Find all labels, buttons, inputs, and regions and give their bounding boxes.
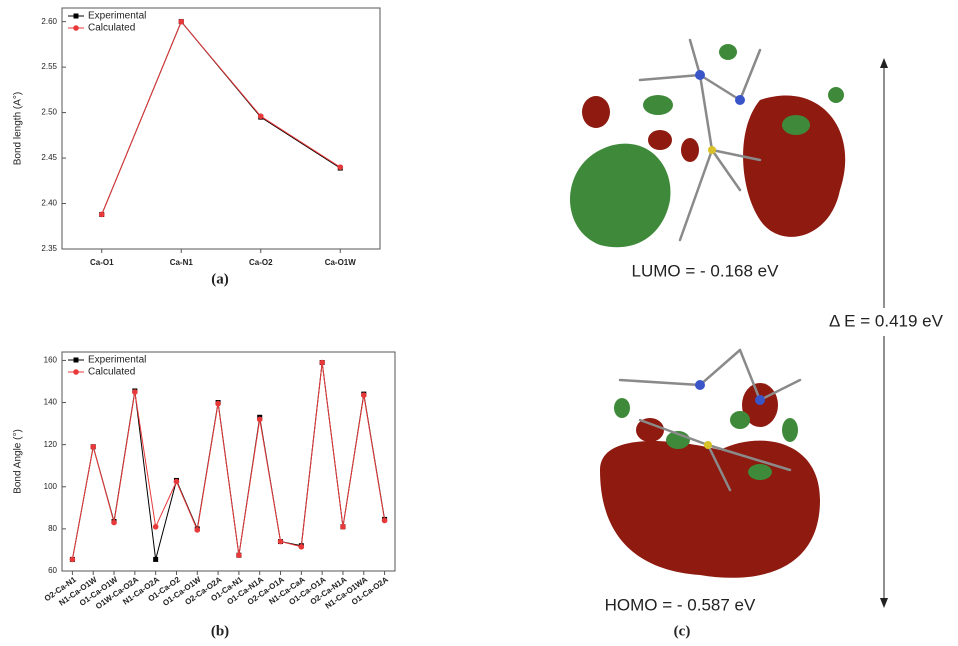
data-point — [194, 527, 201, 533]
series-line — [101, 20, 341, 215]
data-point — [337, 164, 344, 170]
homo-orbital — [600, 348, 820, 578]
y-tick-label: 160 — [44, 356, 58, 365]
y-tick-label: 140 — [44, 398, 58, 407]
legend-label: Calculated — [88, 367, 135, 378]
legend-label: Experimental — [88, 11, 146, 22]
data-point — [98, 211, 105, 218]
x-tick-label: Ca-O2 — [249, 258, 273, 267]
lumo-label: LUMO = - 0.168 eV — [632, 261, 780, 280]
y-tick-label: 80 — [48, 524, 57, 533]
data-point — [319, 359, 325, 366]
plot-frame — [61, 7, 381, 250]
y-tick-label: 60 — [48, 566, 57, 575]
y-tick-label: 100 — [44, 482, 58, 491]
data-point — [111, 519, 117, 526]
lumo-orbital — [570, 38, 846, 248]
x-tick-label: Ca-O1 — [90, 258, 114, 267]
data-point — [236, 552, 242, 559]
homo-label: HOMO = - 0.587 eV — [605, 595, 756, 614]
y-tick-label: 2.45 — [41, 153, 57, 162]
data-point — [360, 392, 367, 398]
y-tick-label: 2.35 — [41, 244, 57, 253]
data-point — [381, 517, 388, 524]
data-point — [173, 478, 180, 485]
y-tick-label: 2.40 — [41, 199, 57, 208]
gap-label-bg — [815, 308, 957, 336]
y-tick-label: 2.60 — [41, 17, 57, 26]
y-axis-label: Bond Angle (°) — [13, 429, 24, 494]
series-line — [71, 362, 386, 560]
series-line — [101, 20, 341, 215]
legend-label: Experimental — [88, 355, 146, 366]
panel-label: (a) — [211, 271, 229, 287]
data-point — [90, 443, 97, 450]
data-point — [340, 523, 346, 530]
data-point — [152, 523, 159, 530]
y-tick-label: 2.50 — [41, 108, 57, 117]
data-point — [256, 416, 263, 423]
data-point — [132, 389, 138, 395]
x-tick-label: Ca-O1W — [325, 258, 357, 267]
data-point — [257, 113, 264, 120]
x-tick-label: Ca-N1 — [170, 258, 194, 267]
series-line — [71, 362, 386, 560]
legend-marker — [73, 369, 79, 375]
data-point — [215, 400, 221, 407]
legend-marker — [73, 25, 79, 31]
data-point — [277, 538, 284, 545]
legend-marker — [73, 13, 79, 19]
y-axis-label: Bond length (A°) — [13, 92, 24, 166]
data-point — [153, 556, 159, 562]
data-point — [298, 543, 305, 550]
y-tick-label: 120 — [44, 440, 58, 449]
plot-frame — [61, 351, 396, 572]
data-point — [69, 556, 76, 563]
panel-label: (c) — [674, 623, 691, 639]
panel-label: (b) — [211, 623, 229, 639]
legend-marker — [73, 357, 79, 363]
legend-label: Calculated — [88, 23, 135, 34]
data-point — [178, 18, 185, 25]
energy-gap: Δ E = 0.419 eV — [829, 311, 944, 330]
y-tick-label: 2.55 — [41, 62, 57, 71]
